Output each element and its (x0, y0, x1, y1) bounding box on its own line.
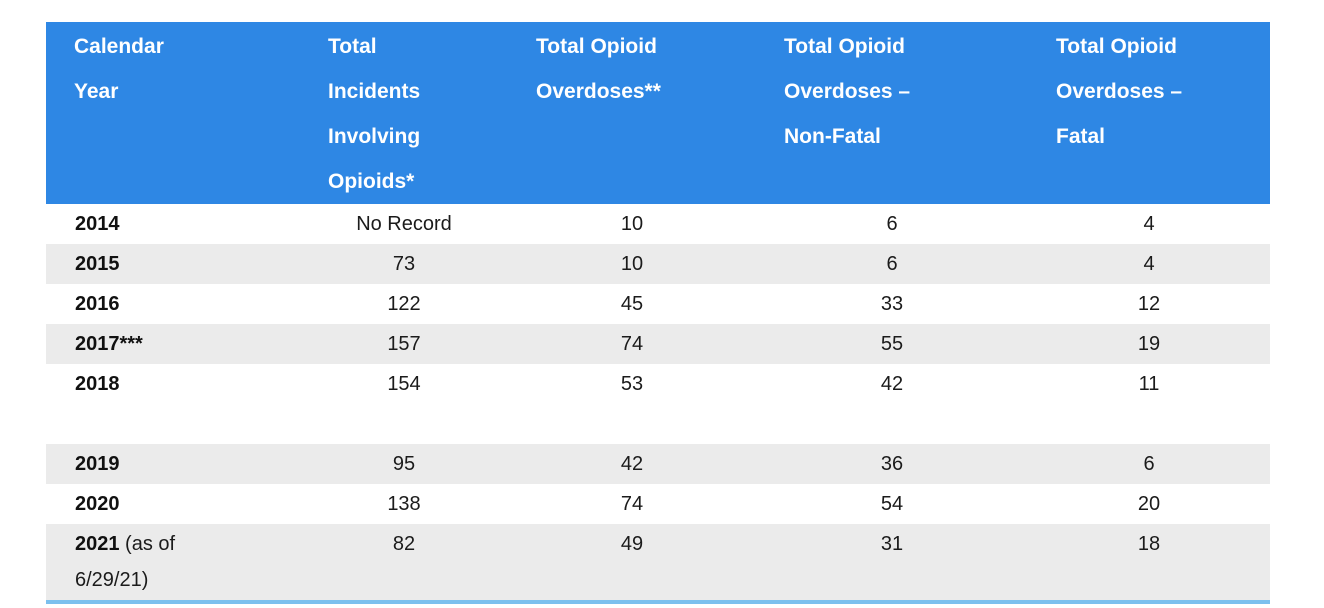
year-cell: 2016 (75, 293, 120, 315)
table-row-2014: 2014 No Record 10 6 4 (46, 204, 1270, 244)
header-total-overdoses: Total Opioid Overdoses** (536, 35, 661, 103)
table-row-spacer (46, 404, 1270, 444)
overdoses-cell: 53 (620, 373, 644, 395)
overdoses-cell: 45 (620, 293, 644, 315)
table-row-2016: 2016 122 45 33 12 (46, 284, 1270, 324)
overdoses-cell: 10 (620, 213, 644, 235)
table-header-row: Calendar Year Total Incidents Involving … (46, 22, 1270, 204)
incidents-cell: 95 (392, 453, 416, 475)
year-cell: 2018 (75, 373, 120, 395)
year-cell: 2019 (75, 453, 120, 475)
header-overdoses-fatal: Total Opioid Overdoses – Fatal (1056, 35, 1183, 148)
table-row-2020: 2020 138 74 54 20 (46, 484, 1270, 524)
overdoses-cell: 49 (620, 533, 644, 555)
nonfatal-cell: 54 (880, 493, 904, 515)
fatal-cell: 20 (1137, 493, 1161, 515)
fatal-cell: 4 (1143, 253, 1155, 275)
overdoses-cell: 42 (620, 453, 644, 475)
year-cell: 2021 (as of 6/29/21) (75, 533, 176, 591)
table-row-2015: 2015 73 10 6 4 (46, 244, 1270, 284)
fatal-cell: 19 (1137, 333, 1161, 355)
nonfatal-cell: 55 (880, 333, 904, 355)
year-cell: 2015 (75, 253, 120, 275)
fatal-cell: 12 (1137, 293, 1161, 315)
fatal-cell: 6 (1143, 453, 1155, 475)
incidents-cell: 82 (392, 533, 416, 555)
header-total-incidents: Total Incidents Involving Opioids* (328, 35, 421, 193)
fatal-cell: 18 (1137, 533, 1161, 555)
incidents-cell: 122 (387, 293, 421, 315)
nonfatal-cell: 33 (880, 293, 904, 315)
year-cell: 2017*** (75, 333, 143, 355)
incidents-cell: 73 (392, 253, 416, 275)
header-overdoses-nonfatal: Total Opioid Overdoses – Non-Fatal (784, 35, 911, 148)
table-row-2019: 2019 95 42 36 6 (46, 444, 1270, 484)
table-row-2018: 2018 154 53 42 11 (46, 364, 1270, 404)
table-bottom-border (46, 600, 1270, 604)
incidents-cell: 157 (387, 333, 421, 355)
nonfatal-cell: 6 (886, 213, 898, 235)
table-row-2021: 2021 (as of 6/29/21) 82 49 31 18 (46, 524, 1270, 600)
fatal-cell: 11 (1138, 373, 1160, 395)
year-cell: 2014 (75, 213, 120, 235)
incidents-cell: 138 (387, 493, 421, 515)
nonfatal-cell: 36 (880, 453, 904, 475)
header-calendar-year: Calendar Year (74, 35, 164, 103)
year-cell: 2020 (75, 493, 120, 515)
fatal-cell: 4 (1143, 213, 1155, 235)
opioid-overdose-table: Calendar Year Total Incidents Involving … (46, 22, 1270, 604)
year-note: (as of 6/29/21) (75, 533, 176, 591)
nonfatal-cell: 42 (880, 373, 904, 395)
overdoses-cell: 10 (620, 253, 644, 275)
overdoses-cell: 74 (620, 493, 644, 515)
nonfatal-cell: 6 (886, 253, 898, 275)
table-row-2017: 2017*** 157 74 55 19 (46, 324, 1270, 364)
incidents-cell: 154 (387, 373, 421, 395)
overdoses-cell: 74 (620, 333, 644, 355)
nonfatal-cell: 31 (880, 533, 904, 555)
incidents-cell: No Record (356, 213, 452, 235)
